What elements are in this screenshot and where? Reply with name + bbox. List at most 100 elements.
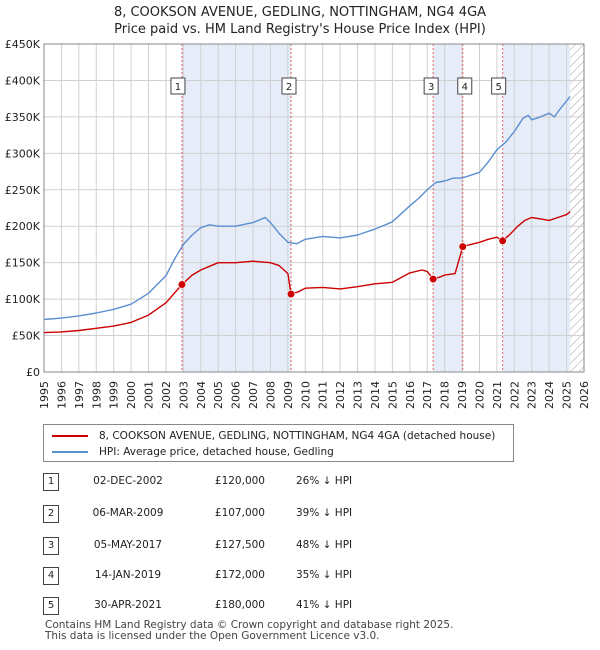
x-tick-label: 2021	[491, 381, 504, 409]
y-tick-label: £250K	[5, 184, 41, 197]
x-tick-label: 2018	[439, 381, 452, 409]
x-tick-label: 2002	[160, 381, 173, 409]
legend-label-hpi: HPI: Average price, detached house, Gedl…	[99, 446, 334, 458]
y-tick-label: £450K	[5, 38, 41, 51]
transaction-marker: 1	[43, 473, 59, 491]
x-tick-label: 2022	[508, 381, 521, 409]
transaction-marker: 4	[43, 567, 59, 585]
sale-label: 1	[175, 82, 181, 93]
sale-point	[177, 280, 187, 289]
sale-label-box	[457, 77, 473, 95]
footer-license: This data is licensed under the Open Gov…	[45, 630, 380, 642]
table-row: 2 06-MAR-2009 £107,000 39% ↓ HPI	[0, 505, 600, 525]
x-tick-label: 1996	[55, 381, 68, 409]
x-tick-label: 2020	[473, 381, 486, 409]
legend: 8, COOKSON AVENUE, GEDLING, NOTTINGHAM, …	[43, 424, 514, 462]
x-tick-label: 2006	[230, 381, 243, 409]
y-tick-label: £400K	[5, 74, 41, 87]
legend-swatch-hpi	[52, 451, 88, 453]
sale-label-box	[170, 77, 186, 95]
legend-label-price: 8, COOKSON AVENUE, GEDLING, NOTTINGHAM, …	[99, 430, 496, 442]
x-tick-label: 2026	[578, 381, 591, 409]
x-tick-label: 2025	[561, 381, 574, 409]
transaction-hpi-diff: 39% ↓ HPI	[296, 507, 353, 519]
legend-item-hpi: HPI: Average price, detached house, Gedl…	[52, 445, 334, 459]
sale-label-box	[423, 77, 439, 95]
sale-label-box	[281, 77, 297, 95]
y-tick-label: £200K	[5, 220, 41, 233]
sale-label: 5	[495, 82, 501, 93]
sale-point	[458, 242, 467, 251]
footer-attribution: Contains HM Land Registry data © Crown c…	[45, 620, 453, 642]
transaction-hpi-diff: 41% ↓ HPI	[296, 599, 353, 611]
x-tick-label: 2024	[543, 381, 556, 409]
chart-title-block: 8, COOKSON AVENUE, GEDLING, NOTTINGHAM, …	[0, 4, 600, 38]
transaction-price: £107,000	[214, 507, 265, 519]
sale-point	[498, 236, 507, 245]
x-tick-label: 2000	[125, 381, 138, 409]
x-tick-label: 2008	[264, 381, 277, 409]
sale-label-box	[491, 77, 507, 95]
transaction-marker: 5	[43, 597, 59, 615]
hpi-line	[43, 96, 571, 321]
transaction-price: £120,000	[214, 475, 265, 487]
transaction-date: 05-MAY-2017	[93, 539, 163, 551]
plot-frame	[43, 43, 585, 373]
x-tick-label: 1998	[90, 381, 103, 409]
y-tick-label: £150K	[5, 257, 41, 270]
x-tick-label: 2005	[212, 381, 225, 409]
transaction-price: £127,500	[214, 539, 265, 551]
ownership-shade	[502, 44, 571, 372]
x-tick-label: 1997	[73, 381, 86, 409]
transaction-date: 14-JAN-2019	[94, 569, 162, 581]
transaction-date: 30-APR-2021	[94, 599, 162, 611]
transaction-price: £180,000	[214, 599, 265, 611]
transaction-marker: 2	[43, 505, 59, 523]
transaction-hpi-diff: 35% ↓ HPI	[296, 569, 353, 581]
x-tick-label: 2015	[386, 381, 399, 409]
x-tick-label: 2013	[352, 381, 365, 409]
sale-point	[429, 274, 438, 284]
x-tick-label: 2016	[404, 381, 417, 409]
footer-copyright: Contains HM Land Registry data © Crown c…	[45, 619, 454, 631]
sale-label: 4	[462, 82, 468, 93]
x-tick-label: 2011	[317, 381, 330, 409]
x-tick-label: 2007	[247, 381, 260, 409]
y-tick-label: £300K	[5, 147, 41, 160]
projection-hatch	[570, 44, 584, 372]
x-tick-label: 1995	[38, 381, 51, 409]
x-tick-label: 2019	[456, 381, 469, 409]
ownership-shade	[433, 44, 463, 372]
x-tick-label: 2014	[369, 381, 382, 409]
legend-item-price: 8, COOKSON AVENUE, GEDLING, NOTTINGHAM, …	[52, 429, 495, 443]
chart-title-address: 8, COOKSON AVENUE, GEDLING, NOTTINGHAM, …	[113, 5, 487, 20]
x-tick-label: 2004	[195, 381, 208, 409]
transaction-hpi-diff: 48% ↓ HPI	[296, 539, 353, 551]
x-tick-label: 1999	[108, 381, 121, 409]
sale-label: 2	[286, 82, 292, 93]
transaction-hpi-diff: 26% ↓ HPI	[296, 475, 353, 487]
x-tick-label: 2001	[143, 381, 156, 409]
x-tick-label: 2003	[177, 381, 190, 409]
y-tick-label: £350K	[5, 111, 41, 124]
x-tick-label: 2017	[421, 381, 434, 409]
table-row: 5 30-APR-2021 £180,000 41% ↓ HPI	[0, 597, 600, 617]
transaction-marker: 3	[43, 537, 59, 555]
plot-background	[44, 44, 584, 372]
y-tick-label: £50K	[12, 330, 41, 343]
x-tick-label: 2012	[334, 381, 347, 409]
price-chart: £0 £50K £100K £150K £200K £250K £300K £350K £400…	[5, 38, 591, 409]
transaction-price: £172,000	[214, 569, 265, 581]
transaction-date: 06-MAR-2009	[92, 507, 164, 519]
y-tick-label: £0	[26, 366, 40, 379]
sale-label: 3	[428, 82, 434, 93]
table-row: 4 14-JAN-2019 £172,000 35% ↓ HPI	[0, 567, 600, 587]
table-row: 3 05-MAY-2017 £127,500 48% ↓ HPI	[0, 537, 600, 557]
x-tick-label: 2023	[526, 381, 539, 409]
legend-swatch-price	[52, 435, 88, 437]
x-tick-label: 2010	[299, 381, 312, 409]
transaction-date: 02-DEC-2002	[93, 475, 163, 487]
y-tick-label: £100K	[5, 293, 41, 306]
sale-point	[286, 289, 296, 299]
chart-subtitle: Price paid vs. HM Land Registry's House …	[114, 22, 486, 37]
